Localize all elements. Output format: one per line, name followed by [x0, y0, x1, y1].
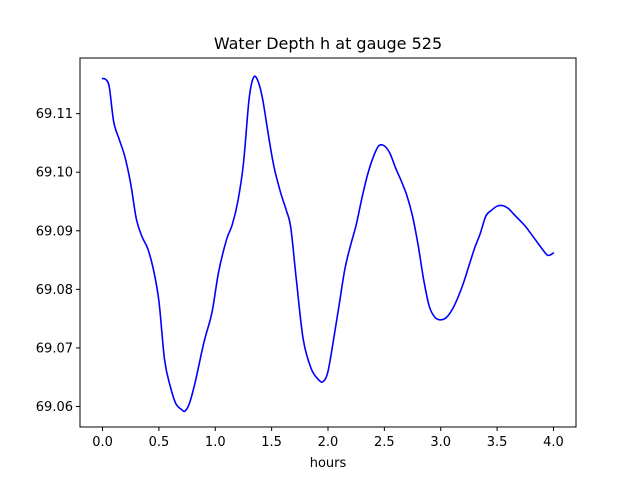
plot-area [101, 75, 555, 413]
x-tick-label: 3.5 [487, 435, 508, 450]
y-tick-label: 69.10 [36, 166, 73, 181]
x-tick-label: 3.0 [430, 435, 451, 450]
x-tick-label: 2.0 [318, 435, 339, 450]
x-tick-label: 1.5 [261, 435, 282, 450]
x-tick-label: 1.0 [205, 435, 226, 450]
x-tick-label: 2.5 [374, 435, 395, 450]
axis-ticks: 0.0 0.5 1.0 1.5 2.0 2.5 3.0 3.5 4.0 69.06 69.07 69.… [36, 107, 564, 450]
x-tick-label: 4.0 [543, 435, 564, 450]
axes-frame [79, 57, 577, 428]
chart-title: Water Depth h at gauge 525 [214, 34, 442, 53]
x-tick-label: 0.0 [92, 435, 113, 450]
y-tick-label: 69.06 [36, 400, 73, 415]
y-tick-label: 69.11 [36, 107, 73, 122]
series-line-water-depth [101, 75, 555, 413]
y-tick-label: 69.08 [36, 283, 73, 298]
y-tick-label: 69.07 [36, 341, 73, 356]
y-tick-label: 69.09 [36, 224, 73, 239]
x-axis-label: hours [310, 456, 347, 471]
x-tick-label: 0.5 [149, 435, 170, 450]
